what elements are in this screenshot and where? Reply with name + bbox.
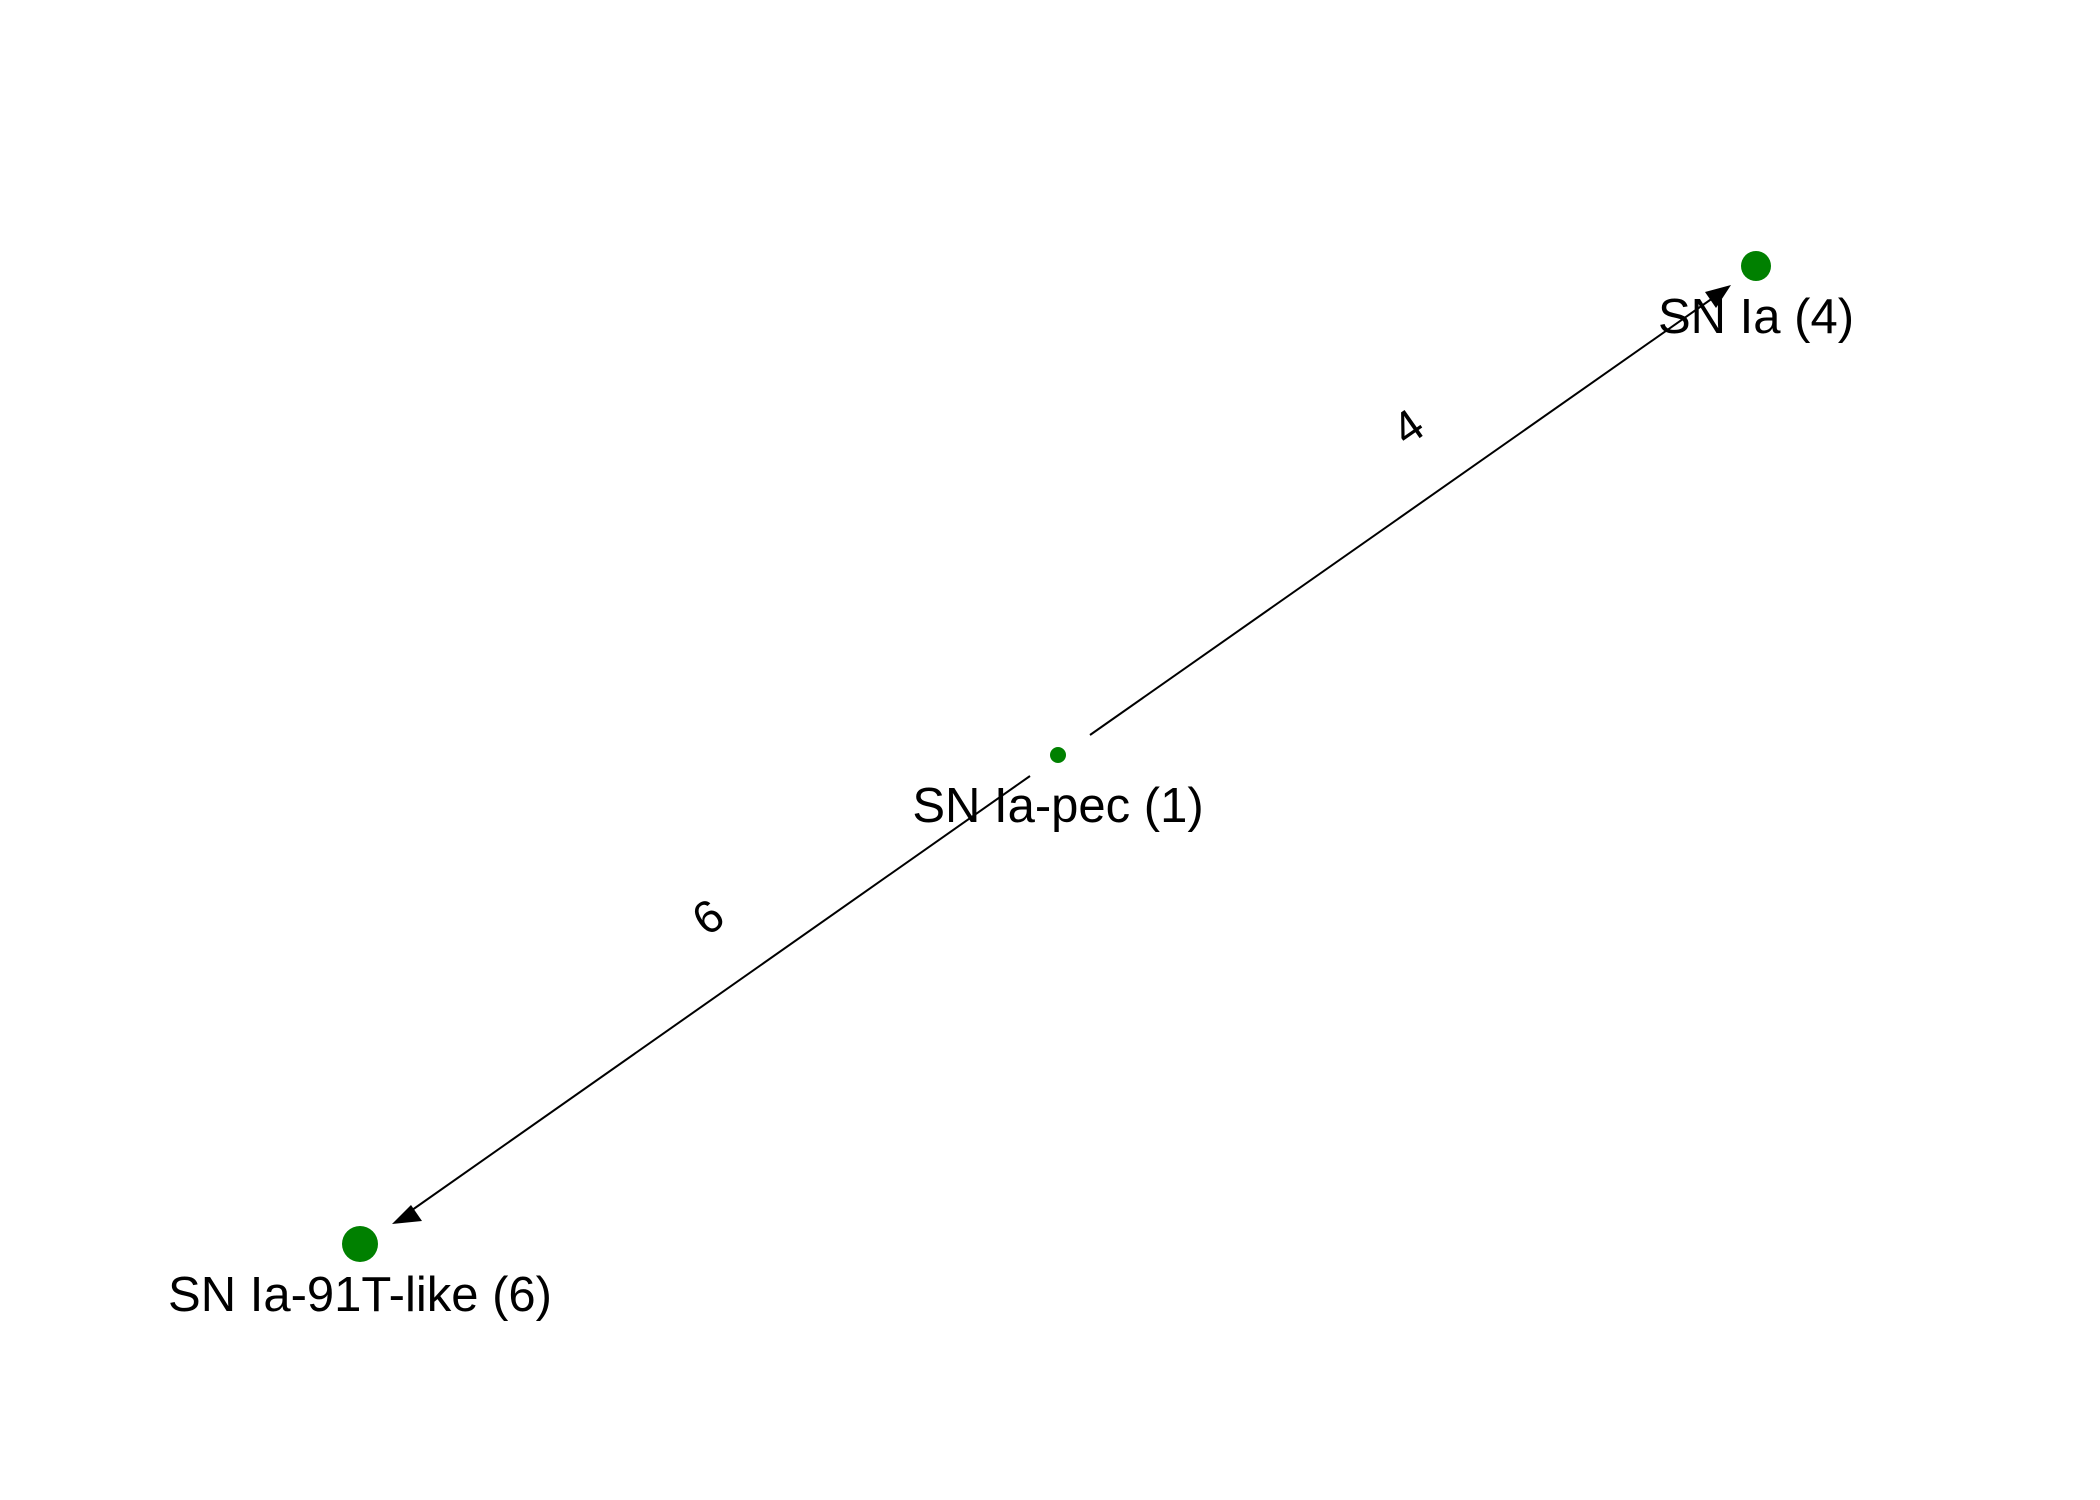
node-sn-ia-pec[interactable]: SN Ia-pec (1) (912, 747, 1204, 833)
edge-line-to-sn-ia (1089, 292, 1721, 736)
node-label-sn-ia-pec: SN Ia-pec (1) (912, 779, 1203, 833)
node-label-sn-ia: SN Ia (4) (1658, 290, 1854, 344)
node-sn-ia-91t-like[interactable]: SN Ia-91T-like (6) (168, 1226, 552, 1322)
node-marker-sn-ia (1741, 251, 1771, 281)
edge-line-to-sn-ia-91t-like (404, 775, 1031, 1216)
node-marker-sn-ia-pec (1050, 747, 1066, 763)
node-sn-ia[interactable]: SN Ia (4) (1658, 251, 1854, 344)
arrow-head-to-sn-ia (1705, 285, 1731, 308)
node-label-sn-ia-91t-like: SN Ia-91T-like (6) (168, 1268, 552, 1322)
arrow-head-to-sn-ia-91t-like (392, 1205, 422, 1224)
node-marker-sn-ia-91t-like (342, 1226, 378, 1262)
